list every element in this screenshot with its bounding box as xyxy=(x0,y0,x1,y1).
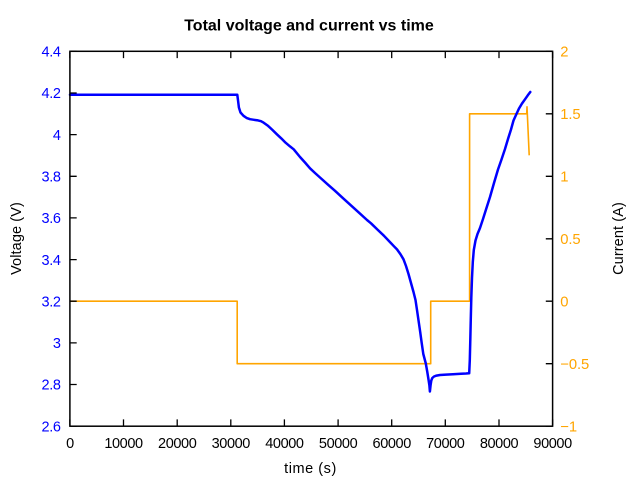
svg-text:Voltage (V): Voltage (V) xyxy=(9,202,25,275)
svg-text:3.8: 3.8 xyxy=(42,170,61,186)
svg-text:10000: 10000 xyxy=(104,436,143,452)
svg-text:50000: 50000 xyxy=(319,436,358,452)
svg-text:−0.5: −0.5 xyxy=(560,357,589,373)
svg-text:3.4: 3.4 xyxy=(42,253,61,269)
svg-text:2.6: 2.6 xyxy=(42,419,61,435)
svg-text:3.2: 3.2 xyxy=(42,294,61,310)
svg-text:4.2: 4.2 xyxy=(42,86,61,102)
svg-text:3: 3 xyxy=(53,336,61,352)
svg-text:30000: 30000 xyxy=(212,436,251,452)
svg-text:2.8: 2.8 xyxy=(42,378,61,394)
svg-text:0: 0 xyxy=(560,294,568,310)
svg-text:0.5: 0.5 xyxy=(560,232,580,248)
svg-text:70000: 70000 xyxy=(426,436,465,452)
svg-text:1.5: 1.5 xyxy=(560,107,580,123)
svg-text:Total voltage and current vs t: Total voltage and current vs time xyxy=(184,17,434,34)
svg-text:4: 4 xyxy=(53,128,61,144)
svg-text:20000: 20000 xyxy=(158,436,197,452)
svg-text:time (s): time (s) xyxy=(284,461,337,477)
svg-text:80000: 80000 xyxy=(480,436,519,452)
svg-text:60000: 60000 xyxy=(373,436,412,452)
svg-text:0: 0 xyxy=(66,436,74,452)
svg-text:3.6: 3.6 xyxy=(42,211,61,227)
svg-text:Current (A): Current (A) xyxy=(611,202,627,275)
svg-text:1: 1 xyxy=(560,170,568,186)
svg-text:4.4: 4.4 xyxy=(42,45,61,61)
svg-text:90000: 90000 xyxy=(533,436,572,452)
svg-text:2: 2 xyxy=(560,45,568,61)
svg-text:40000: 40000 xyxy=(265,436,304,452)
svg-text:−1: −1 xyxy=(560,419,577,435)
